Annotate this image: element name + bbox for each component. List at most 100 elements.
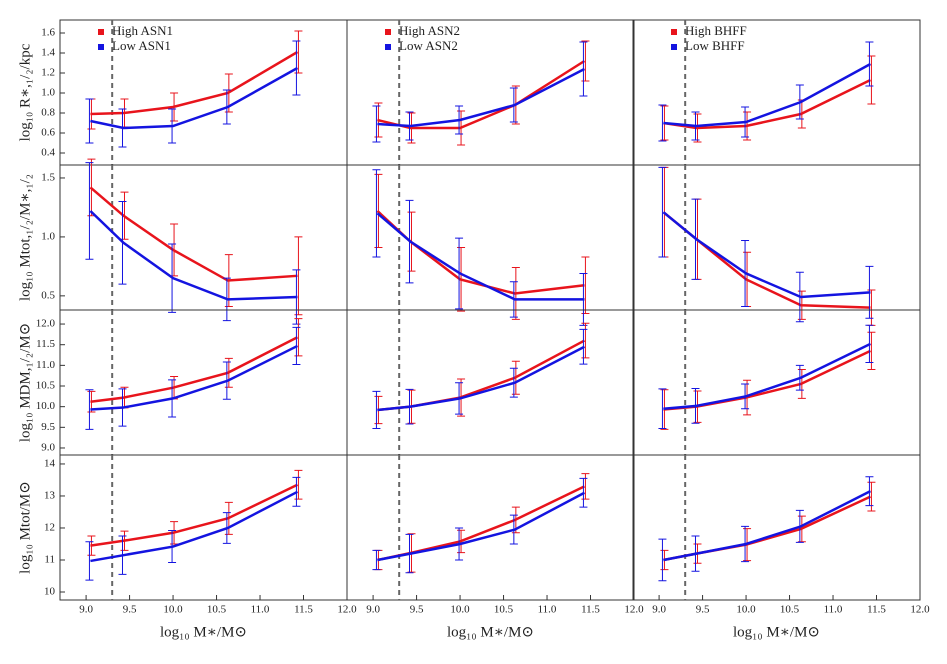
error-bar [509, 367, 518, 398]
y-tick-label: 13 [44, 490, 56, 502]
y-tick-label: 9.5 [41, 421, 55, 433]
y-tick-label: 0.4 [41, 147, 55, 159]
error-bar [865, 41, 874, 87]
error-bar [407, 112, 416, 144]
error-bar [691, 111, 700, 141]
series-line [663, 62, 872, 128]
error-bar [693, 113, 702, 143]
error-bar [741, 383, 750, 410]
error-bar [455, 237, 464, 310]
error-bar [294, 318, 303, 357]
error-bar [795, 509, 804, 543]
legend-swatch [385, 29, 391, 35]
error-bar [867, 55, 876, 105]
error-bar [168, 108, 177, 144]
x-tick-label: 9.5 [123, 604, 137, 616]
error-bar [294, 30, 303, 74]
error-bar [85, 162, 94, 260]
error-bar [741, 525, 750, 563]
error-bar [87, 158, 96, 217]
series-line [377, 67, 586, 128]
error-bar [579, 477, 588, 508]
x-tick-label: 11.5 [294, 604, 313, 616]
error-bar [374, 173, 383, 249]
panel-frame [346, 309, 635, 456]
error-bar [168, 530, 177, 564]
error-bar [867, 331, 876, 370]
error-bar [511, 360, 520, 395]
series-line [663, 490, 871, 562]
x-tick-label: 10.5 [780, 604, 800, 616]
series-line [90, 66, 299, 130]
error-bar [581, 473, 590, 500]
error-bar [865, 476, 874, 507]
x-tick-label: 10.5 [207, 604, 227, 616]
error-bar [405, 199, 414, 284]
series-line [90, 490, 299, 563]
error-bar [405, 388, 414, 425]
series-line [90, 344, 298, 411]
panel-frame [346, 19, 635, 166]
error-bar [168, 379, 177, 418]
x-tick-label: 10.0 [736, 604, 756, 616]
error-bar [741, 239, 750, 307]
y-tick-label: 10.0 [36, 400, 56, 412]
y-tick-label: 11 [44, 554, 55, 566]
error-bar [455, 382, 464, 415]
error-bar [743, 111, 752, 141]
error-bar [795, 364, 804, 391]
y-tick-label: 1.2 [41, 67, 55, 79]
error-bar [118, 388, 127, 427]
error-bar [224, 501, 233, 535]
series-line [662, 211, 871, 299]
y-tick-label: 10.5 [36, 380, 56, 392]
error-bar [457, 110, 466, 146]
series-line [377, 339, 586, 412]
error-bar [294, 469, 303, 500]
panel-frame [632, 19, 921, 166]
error-bar [795, 271, 804, 323]
legend-swatch [671, 29, 677, 35]
error-bar [118, 108, 127, 148]
series-line [90, 336, 298, 403]
error-bar [294, 236, 303, 316]
error-bar [118, 535, 127, 575]
x-tick-label: 10.0 [450, 604, 470, 616]
error-bar [457, 247, 466, 312]
x-tick-label: 11.5 [867, 604, 886, 616]
x-tick-label: 10.5 [494, 604, 514, 616]
error-bar [581, 40, 590, 82]
error-bar [658, 388, 667, 430]
panel-frame [59, 164, 348, 311]
series-line [90, 483, 298, 547]
error-bar [372, 169, 381, 258]
error-bar [85, 389, 94, 430]
error-bar [581, 256, 590, 315]
error-bar [579, 328, 588, 365]
error-bar [691, 535, 700, 572]
legend-label: High BHFF [685, 23, 747, 38]
panel-frame [59, 454, 348, 601]
legend-swatch [98, 29, 104, 35]
y-tick-label: 1.4 [41, 47, 55, 59]
y-tick-label: 10 [44, 586, 56, 598]
series-line [377, 59, 586, 130]
legend-label: Low ASN1 [112, 38, 171, 53]
y-tick-label: 14 [44, 457, 56, 469]
series-line [376, 210, 585, 295]
panel-frame [346, 454, 635, 601]
error-bar [509, 514, 518, 545]
y-tick-label: 0.8 [41, 107, 55, 119]
legend-swatch [98, 44, 104, 50]
error-bar [372, 105, 381, 143]
error-bar [87, 535, 96, 556]
panel-frame [59, 19, 348, 166]
error-bar [292, 40, 301, 96]
y-axis-label: log₁₀ Mtot/M⊙ [17, 481, 33, 574]
panel-frame [59, 309, 348, 456]
x-axis-label: log₁₀ M∗/M⊙ [733, 624, 820, 640]
error-bar [797, 515, 806, 543]
error-bar [405, 111, 414, 141]
x-tick-label: 11.0 [824, 604, 843, 616]
error-bar [457, 529, 466, 554]
